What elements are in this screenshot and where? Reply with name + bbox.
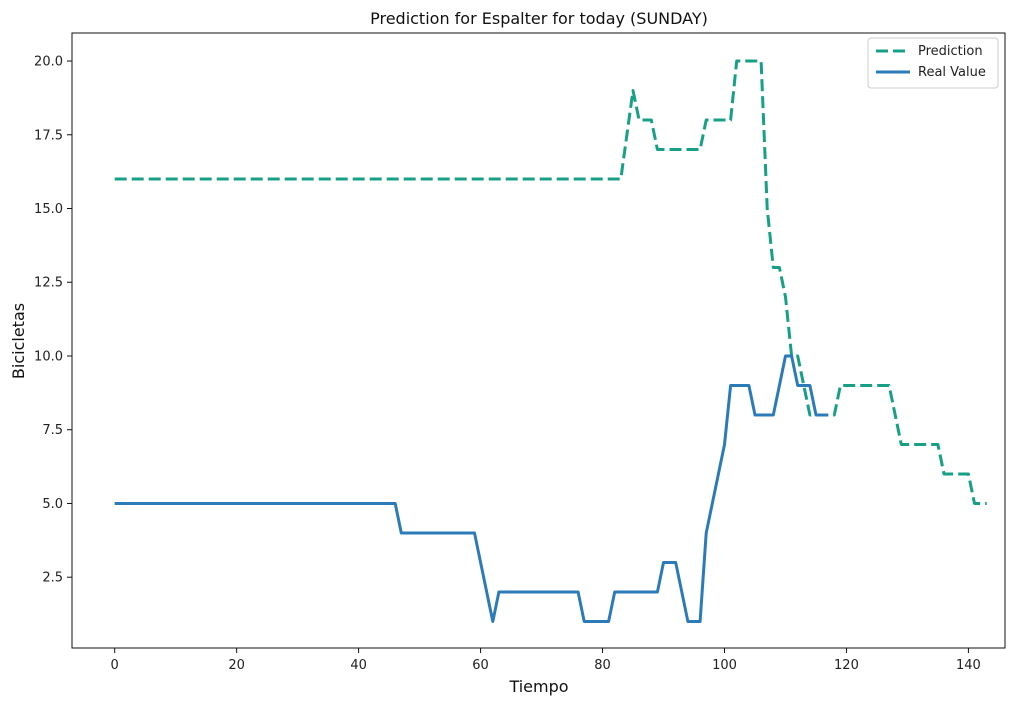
y-tick-label: 20.0 bbox=[34, 55, 63, 70]
y-tick-label: 5.0 bbox=[42, 497, 63, 512]
y-tick-label: 10.0 bbox=[34, 349, 63, 364]
series-line-real-value bbox=[114, 354, 829, 623]
x-tick-label: 40 bbox=[350, 658, 367, 673]
x-tick-label: 80 bbox=[594, 658, 611, 673]
y-tick-label: 2.5 bbox=[42, 571, 63, 586]
legend-label-real-value: Real Value bbox=[918, 65, 986, 80]
legend: Prediction Real Value bbox=[867, 37, 999, 89]
y-axis: 2.5 5.0 7.5 10.0 12.5 15.0 17.5 20.0 bbox=[34, 55, 72, 586]
chart-title: Prediction for Espalter for today (SUNDA… bbox=[370, 9, 708, 28]
x-tick-label: 140 bbox=[956, 658, 981, 673]
y-tick-label: 7.5 bbox=[42, 423, 63, 438]
x-tick-label: 120 bbox=[834, 658, 859, 673]
x-tick-label: 0 bbox=[111, 658, 119, 673]
y-tick-label: 17.5 bbox=[34, 128, 63, 143]
y-tick-label: 15.0 bbox=[34, 202, 63, 217]
legend-label-prediction: Prediction bbox=[918, 44, 983, 59]
x-tick-label: 100 bbox=[712, 658, 737, 673]
series-layer bbox=[114, 59, 987, 623]
x-axis: 0 20 40 60 80 100 120 140 bbox=[111, 648, 981, 673]
x-tick-label: 60 bbox=[472, 658, 489, 673]
y-tick-label: 12.5 bbox=[34, 276, 63, 291]
y-axis-title: Bicicletas bbox=[9, 303, 28, 379]
x-tick-label: 20 bbox=[228, 658, 245, 673]
x-axis-title: Tiempo bbox=[508, 677, 568, 696]
plot-area bbox=[71, 32, 1006, 649]
series-line-prediction bbox=[114, 59, 987, 505]
